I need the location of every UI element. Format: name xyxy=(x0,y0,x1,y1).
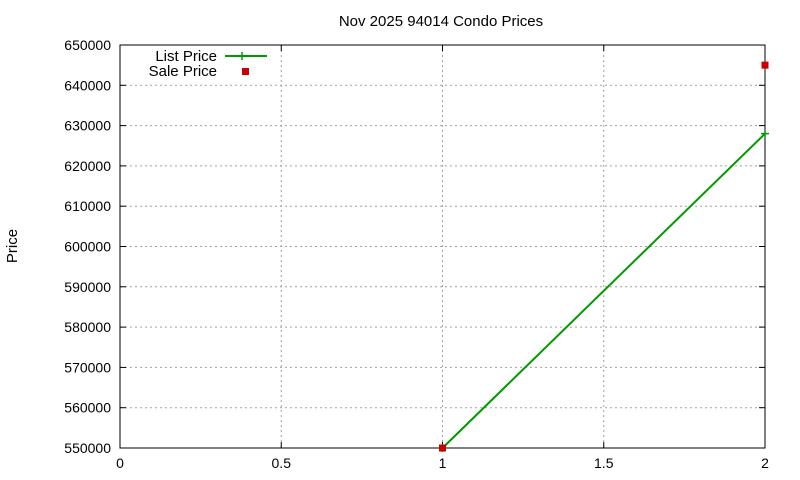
y-tick-label: 610000 xyxy=(64,198,111,214)
x-tick-label: 0 xyxy=(116,455,124,471)
legend-entry-sale-price: Sale Price xyxy=(149,63,249,80)
x-tick-label: 0.5 xyxy=(272,455,292,471)
tick-labels: 550000 560000 570000 580000 590000 600000 6100… xyxy=(64,37,769,471)
chart-title: Nov 2025 94014 Condo Prices xyxy=(339,13,543,30)
axis-ticks xyxy=(119,44,766,449)
y-tick-label: 580000 xyxy=(64,319,111,335)
y-tick-label: 550000 xyxy=(64,440,111,456)
legend: List Price Sale Price xyxy=(149,48,267,80)
sale-price-point xyxy=(439,444,446,452)
legend-marker-sale-price xyxy=(242,68,249,75)
sale-price-point xyxy=(761,61,769,69)
y-axis-title: Price xyxy=(4,229,21,263)
y-tick-label: 620000 xyxy=(64,158,111,174)
y-tick-label: 590000 xyxy=(64,279,111,295)
grid-lines xyxy=(120,45,765,448)
y-tick-label: 570000 xyxy=(64,359,111,375)
data-series xyxy=(438,61,769,452)
legend-label-list-price: List Price xyxy=(155,48,217,65)
x-tick-label: 2 xyxy=(761,455,769,471)
legend-entry-list-price: List Price xyxy=(155,48,267,65)
y-tick-label: 650000 xyxy=(64,37,111,53)
legend-marker-list-price xyxy=(238,52,246,60)
y-tick-label: 630000 xyxy=(64,118,111,134)
x-tick-label: 1 xyxy=(439,455,447,471)
y-tick-label: 640000 xyxy=(64,77,111,93)
y-tick-label: 560000 xyxy=(64,400,111,416)
list-price-line xyxy=(441,132,766,449)
x-tick-label: 1.5 xyxy=(594,455,614,471)
y-tick-label: 600000 xyxy=(64,239,111,255)
legend-label-sale-price: Sale Price xyxy=(149,63,217,80)
list-price-point xyxy=(761,129,769,138)
